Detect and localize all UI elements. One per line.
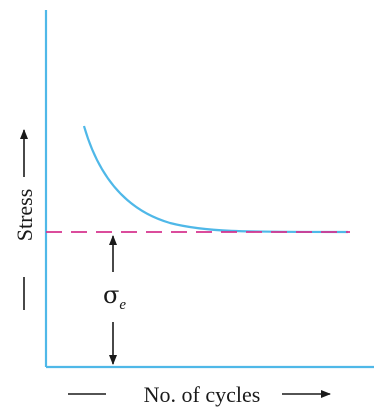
y-axis-label-group: Stress [12, 129, 37, 310]
fatigue-curve [82, 125, 349, 234]
x-axis-label: No. of cycles [144, 382, 261, 407]
y-axis-label: Stress [12, 189, 37, 242]
sigma-e-label: σe [103, 281, 126, 313]
